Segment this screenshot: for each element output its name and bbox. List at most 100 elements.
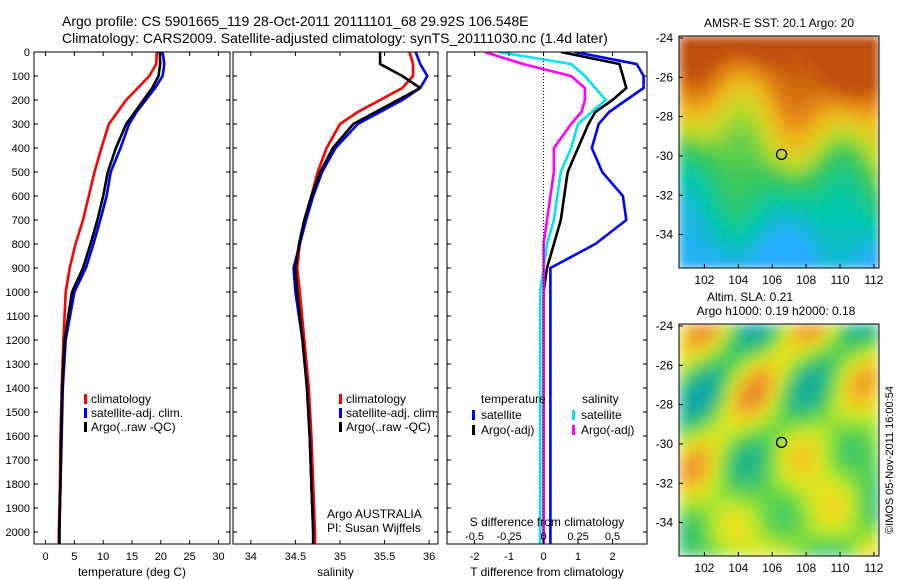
sla-cell [754, 547, 764, 556]
sla-cell [695, 415, 705, 425]
sla-cell [679, 423, 689, 433]
sla-y-tick-label: -26 [656, 358, 674, 372]
legend-swatch-difference [472, 410, 475, 420]
sla-cell [679, 506, 689, 516]
sst-cell [754, 185, 764, 195]
sst-cell [837, 52, 847, 62]
sla-cell [845, 522, 855, 532]
sst-cell [837, 94, 847, 104]
sla-cell [804, 382, 814, 392]
sla-cell [720, 340, 730, 350]
sla-x-tick-label: 106 [762, 561, 782, 575]
sla-map-frame [678, 323, 880, 557]
sla-float-marker [775, 436, 788, 449]
sst-cell [762, 52, 772, 62]
sla-cell [770, 431, 780, 441]
sst-cell [695, 152, 705, 162]
sla-cell [845, 415, 855, 425]
top-tick-label: -0.25 [497, 531, 522, 543]
sst-cell [837, 251, 847, 261]
sst-cell [687, 52, 697, 62]
sla-cell [754, 498, 764, 508]
sst-cell [845, 118, 855, 128]
sst-cell [729, 218, 739, 228]
sst-cell [870, 168, 879, 178]
sla-cell [870, 406, 879, 416]
sst-cell [795, 94, 805, 104]
sst-cell [687, 168, 697, 178]
sla-cell [779, 398, 789, 408]
sla-cell [745, 481, 755, 491]
sst-cell [737, 234, 747, 244]
sla-cell [787, 415, 797, 425]
sst-cell [787, 60, 797, 70]
sst-cell [720, 143, 730, 153]
sst-cell [770, 234, 780, 244]
sst-cell [787, 143, 797, 153]
sst-cell [804, 44, 814, 54]
sst-cell [754, 193, 764, 203]
sst-cell [837, 102, 847, 112]
x-tick-label-difference: -1 [504, 551, 514, 563]
sla-cell [812, 382, 822, 392]
sla-cell [870, 531, 879, 541]
top-tick-label: 0.25 [567, 531, 588, 543]
sst-cell [870, 77, 879, 87]
sst-cell [762, 185, 772, 195]
sla-cell [795, 464, 805, 474]
sst-cell [870, 201, 879, 211]
sst-cell [829, 210, 839, 220]
sst-cell [737, 168, 747, 178]
sst-cell [787, 234, 797, 244]
sst-cell [812, 135, 822, 145]
sst-cell [704, 77, 714, 87]
sla-cell [820, 365, 830, 375]
sst-cell [829, 185, 839, 195]
sla-cell [804, 473, 814, 483]
sla-cell [854, 348, 864, 358]
sst-cell [787, 176, 797, 186]
sla-cell [679, 373, 689, 383]
sla-cell [720, 506, 730, 516]
sst-cell [754, 77, 764, 87]
sla-cell [720, 324, 730, 334]
sla-cell [720, 531, 730, 541]
sst-cell [745, 243, 755, 253]
sst-cell [837, 259, 847, 268]
sla-cell [770, 406, 780, 416]
sla-cell [729, 481, 739, 491]
sla-cell [804, 448, 814, 458]
sst-cell [737, 259, 747, 268]
sst-cell [837, 143, 847, 153]
sla-y-tick-label: -32 [656, 476, 674, 490]
sst-y-tick-label: -30 [656, 149, 674, 163]
sla-cell [804, 373, 814, 383]
sst-cell [854, 226, 864, 236]
sla-cell [787, 506, 797, 516]
sla-cell [745, 415, 755, 425]
sst-cell [754, 94, 764, 104]
sst-cell [679, 85, 689, 95]
sst-cell [820, 218, 830, 228]
sst-cell [737, 210, 747, 220]
sst-cell [812, 102, 822, 112]
sst-cell [854, 102, 864, 112]
sla-x-tick-label: 104 [728, 561, 748, 575]
sla-cell [829, 498, 839, 508]
sla-cell [862, 390, 872, 400]
sst-cell [712, 52, 722, 62]
sst-cell [737, 201, 747, 211]
sst-cell [812, 36, 822, 46]
sst-cell [804, 152, 814, 162]
sla-cell [870, 456, 879, 466]
sla-cell [737, 514, 747, 524]
sla-cell [854, 448, 864, 458]
sst-cell [845, 168, 855, 178]
sla-cell [837, 390, 847, 400]
sla-cell [695, 340, 705, 350]
sla-cell [854, 440, 864, 450]
sla-cell [779, 431, 789, 441]
sla-cell [754, 448, 764, 458]
sla-cell [695, 365, 705, 375]
sla-cell [870, 415, 879, 425]
